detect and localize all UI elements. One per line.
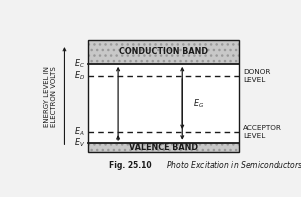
Text: VALENCE BAND: VALENCE BAND <box>129 143 198 152</box>
Text: $E_G$: $E_G$ <box>193 97 204 110</box>
Bar <box>88 40 239 64</box>
Text: Fig. 25.10: Fig. 25.10 <box>109 161 152 170</box>
Text: $E_D$: $E_D$ <box>74 70 85 82</box>
Text: ENERGY LEVEL IN
ELECTRON VOLTS: ENERGY LEVEL IN ELECTRON VOLTS <box>44 66 57 127</box>
Text: $E_A$: $E_A$ <box>74 126 85 138</box>
Text: $E_V$: $E_V$ <box>74 137 85 149</box>
Text: DONOR
LEVEL: DONOR LEVEL <box>243 69 270 83</box>
Bar <box>88 64 239 143</box>
Text: CONDUCTION BAND: CONDUCTION BAND <box>119 47 208 56</box>
Text: $\it{Photo\ Excitation\ in\ Semiconductors}$: $\it{Photo\ Excitation\ in\ Semiconducto… <box>159 159 301 170</box>
Text: ACCEPTOR
LEVEL: ACCEPTOR LEVEL <box>243 125 282 139</box>
Bar <box>88 143 239 152</box>
Text: $E_C$: $E_C$ <box>74 58 85 70</box>
Bar <box>88 40 239 152</box>
